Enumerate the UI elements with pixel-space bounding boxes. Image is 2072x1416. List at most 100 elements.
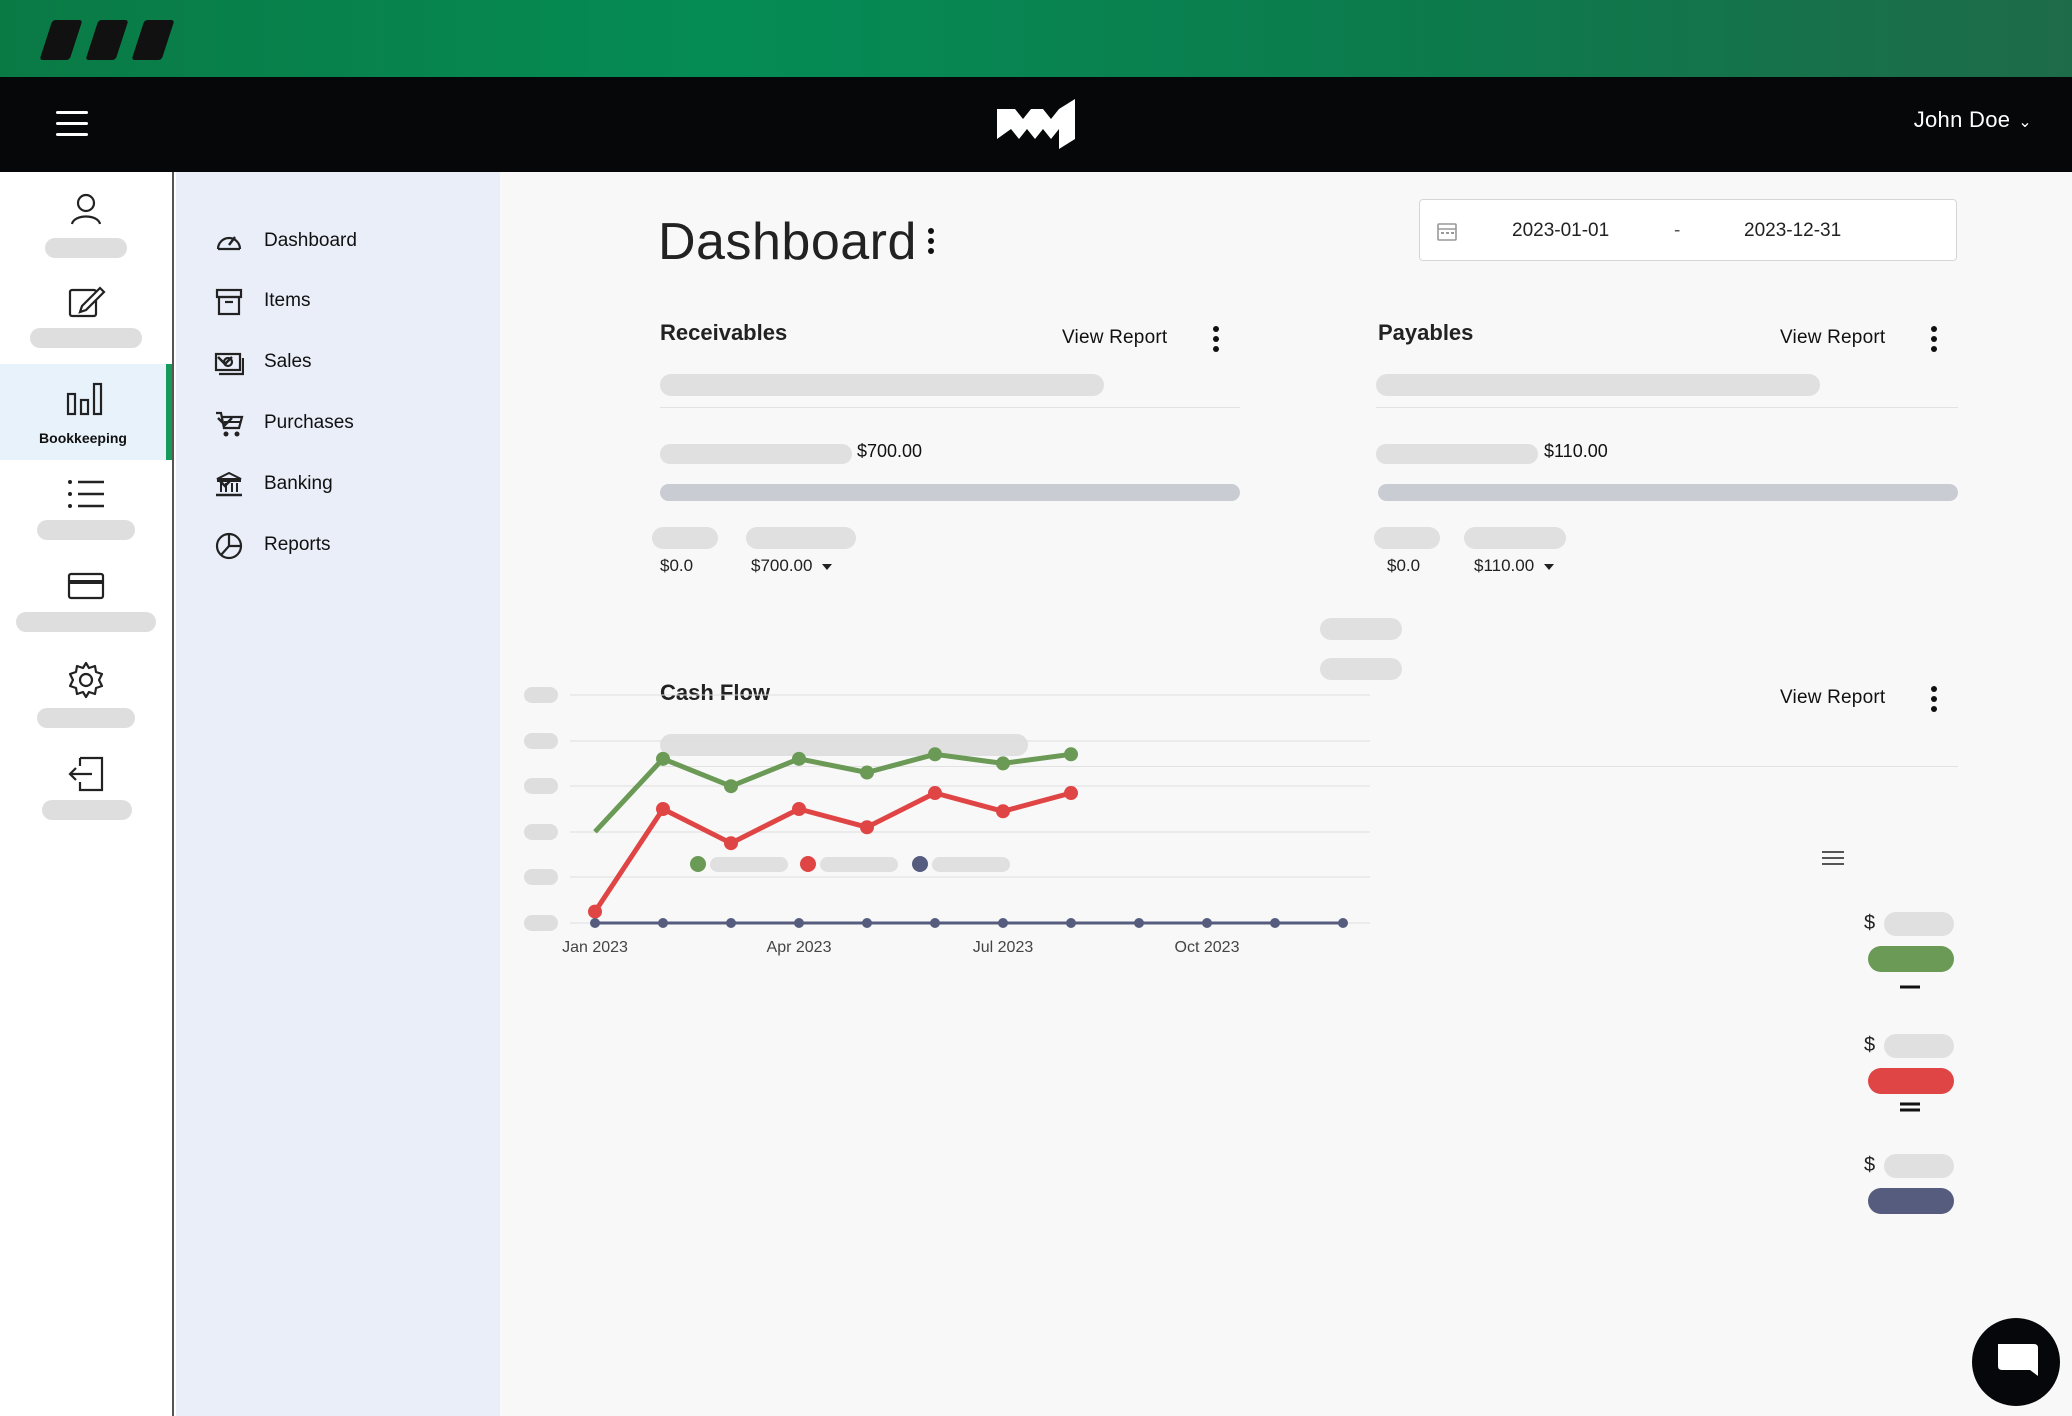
payables-title: Payables (1378, 320, 1474, 345)
nav-item-items[interactable]: Items (214, 282, 484, 322)
sidebar-item-edit[interactable] (0, 272, 172, 362)
data-point[interactable] (658, 918, 668, 928)
chart-menu-icon[interactable] (1820, 848, 1846, 868)
receivables-left-value: $0.0 (660, 556, 694, 575)
data-point[interactable] (860, 765, 874, 780)
more-options-icon[interactable] (1924, 686, 1944, 716)
payables-view-report-link[interactable]: View Report (1780, 327, 1886, 348)
series-line (592, 790, 1072, 913)
data-point[interactable] (1338, 918, 1348, 928)
nav-item-dashboard[interactable]: Dashboard (214, 222, 484, 262)
sidebar-label-placeholder (37, 520, 135, 540)
summary-currency: $ (1864, 1034, 1876, 1056)
data-point[interactable] (792, 751, 806, 766)
archive-box-icon (215, 288, 243, 316)
data-point[interactable] (588, 904, 602, 919)
start-date-input[interactable]: 2023-01-01 (1512, 220, 1610, 241)
receivables-title: Receivables (660, 320, 788, 345)
window-control[interactable] (39, 20, 83, 60)
window-control[interactable] (85, 20, 129, 60)
more-options-icon[interactable] (1206, 326, 1226, 356)
nav-item-label: Purchases (264, 412, 354, 433)
nav-item-label: Sales (264, 351, 312, 372)
chevron-down-icon[interactable] (214, 471, 236, 493)
data-point[interactable] (656, 751, 670, 766)
data-point[interactable] (1202, 918, 1212, 928)
data-point[interactable] (998, 918, 1008, 928)
more-options-icon[interactable] (1924, 326, 1944, 356)
legend-dot[interactable] (800, 856, 816, 872)
sidebar-item-users[interactable] (0, 180, 172, 270)
data-point[interactable] (996, 804, 1010, 819)
legend-dot[interactable] (912, 856, 928, 872)
receivables-right-value[interactable]: $700.00 (751, 556, 833, 576)
data-point[interactable] (1064, 786, 1078, 801)
sidebar-item-list[interactable] (0, 464, 172, 554)
x-tick-label: Jan 2023 (562, 939, 628, 956)
icon-sidebar: Bookkeeping (0, 172, 174, 1416)
data-point[interactable] (794, 918, 804, 928)
more-options-icon[interactable] (921, 228, 941, 258)
window-titlebar (0, 0, 2072, 77)
skeleton-placeholder (1320, 618, 1402, 640)
sidebar-label-placeholder (42, 800, 132, 820)
payables-right-value-text: $110.00 (1474, 556, 1535, 575)
data-point[interactable] (862, 918, 872, 928)
edit-icon (68, 286, 106, 318)
logout-icon (68, 756, 104, 792)
nav-item-banking[interactable]: Banking (214, 465, 484, 505)
receivables-progress-bar (660, 484, 1240, 501)
data-point[interactable] (724, 779, 738, 794)
pie-chart-icon (215, 532, 243, 560)
data-point[interactable] (590, 918, 600, 928)
end-date-input[interactable]: 2023-12-31 (1744, 220, 1842, 241)
sidebar-item-label: Bookkeeping (39, 430, 127, 446)
payables-right-value[interactable]: $110.00 (1474, 556, 1555, 576)
y-tick-placeholder (524, 915, 558, 931)
chevron-down-icon[interactable] (214, 349, 236, 371)
data-point[interactable] (1064, 747, 1078, 762)
window-control[interactable] (131, 20, 175, 60)
data-point[interactable] (860, 820, 874, 835)
y-tick-placeholder (524, 733, 558, 749)
user-name: John Doe (1913, 107, 2011, 132)
caret-down-icon[interactable] (1544, 563, 1555, 570)
brand-logo-icon[interactable] (993, 95, 1078, 153)
data-point[interactable] (1270, 918, 1280, 928)
data-point[interactable] (726, 918, 736, 928)
data-point[interactable] (792, 802, 806, 816)
cashflow-view-report-link[interactable]: View Report (1780, 687, 1886, 708)
caret-down-icon[interactable] (822, 563, 833, 570)
chat-support-button[interactable] (1972, 1318, 2060, 1406)
chevron-down-icon[interactable] (214, 410, 236, 432)
data-point[interactable] (928, 786, 942, 801)
list-icon (68, 480, 104, 508)
nav-item-sales[interactable]: Sales (214, 343, 484, 383)
minus-icon (1900, 985, 1920, 989)
data-point[interactable] (724, 836, 738, 851)
data-point[interactable] (930, 918, 940, 928)
hamburger-icon[interactable] (56, 111, 88, 137)
data-point[interactable] (928, 747, 942, 762)
skeleton-placeholder (1376, 374, 1820, 396)
sidebar-item-cards[interactable] (0, 556, 172, 646)
nav-item-purchases[interactable]: Purchases (214, 404, 484, 444)
date-range-picker[interactable]: 2023-01-01 - 2023-12-31 (1419, 199, 1957, 261)
nav-item-reports[interactable]: Reports (214, 526, 484, 566)
incoming-summary-pill (1868, 946, 1954, 972)
data-point[interactable] (1134, 918, 1144, 928)
user-menu[interactable]: John Doe ⌄ (1914, 107, 2032, 133)
sidebar-item-settings[interactable] (0, 650, 172, 740)
legend-dot[interactable] (690, 856, 706, 872)
summary-currency: $ (1864, 1154, 1876, 1176)
y-tick-placeholder (524, 687, 558, 703)
sidebar-item-bookkeeping[interactable]: Bookkeeping (0, 364, 172, 460)
sidebar-item-logout[interactable] (0, 744, 172, 834)
main-content: Dashboard 2023-01-01 - 2023-12-31 Receiv… (500, 172, 2072, 1416)
data-point[interactable] (1066, 918, 1076, 928)
date-separator: - (1674, 220, 1681, 241)
data-point[interactable] (996, 756, 1010, 771)
payables-progress-bar (1378, 484, 1958, 501)
data-point[interactable] (656, 802, 670, 816)
receivables-view-report-link[interactable]: View Report (1062, 327, 1168, 348)
